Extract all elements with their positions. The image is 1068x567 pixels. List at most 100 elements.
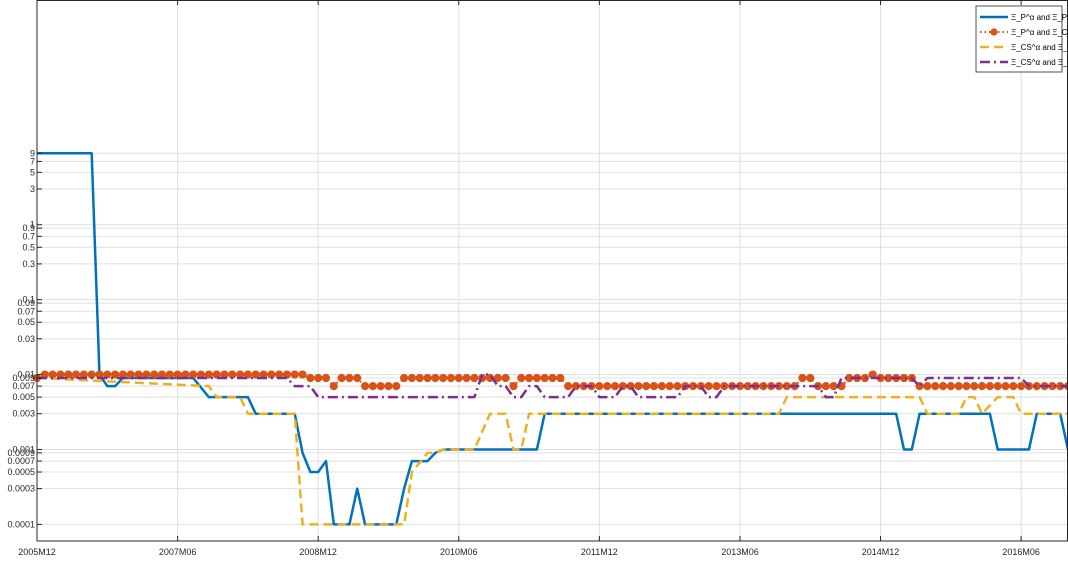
series-2-marker	[329, 382, 338, 391]
legend-entry-1: Ξ_P^α and Ξ_P^β	[1011, 13, 1068, 22]
series-2-marker	[64, 370, 73, 379]
y-tick-label: 0.5	[22, 242, 35, 252]
y-tick-label: 0.07	[17, 306, 35, 316]
series-2-marker	[462, 373, 471, 383]
x-tick-label: 2005M12	[18, 547, 56, 557]
series-2-marker	[798, 373, 807, 383]
series-2-marker	[368, 382, 377, 391]
series-layer	[32, 152, 1068, 526]
y-tick-label: 0.005	[12, 392, 35, 402]
legend-entry-4: Ξ_CS^α and Ξ_CS^β	[1011, 58, 1068, 67]
series-2-marker	[673, 382, 682, 391]
series-2-marker	[946, 382, 955, 391]
series-2-marker	[71, 370, 81, 379]
y-tick-label: 0.0001	[7, 519, 35, 529]
series-2-marker	[829, 382, 838, 391]
series-2-marker	[321, 373, 331, 383]
series-2-marker	[634, 382, 643, 391]
series-2-marker	[212, 370, 221, 379]
series-2-marker	[509, 382, 518, 391]
y-tick-label: 0.7	[22, 231, 35, 241]
series-2-marker	[384, 382, 393, 391]
series-2-marker	[1017, 382, 1026, 391]
y-tick-label: 0.0003	[7, 484, 35, 494]
series-2-marker	[923, 382, 932, 391]
legend-marker	[990, 28, 998, 36]
x-tick-label: 2014M12	[862, 547, 900, 557]
series-2-marker	[103, 370, 112, 379]
series-2-marker	[970, 382, 979, 391]
series-2-marker	[556, 373, 565, 383]
y-tick-label: 9	[30, 148, 35, 158]
y-tick-label: 0.0007	[7, 456, 35, 466]
series-2-marker	[977, 382, 987, 391]
series-2-marker	[517, 373, 526, 383]
y-tick-label: 0.007	[12, 381, 35, 391]
series-2-marker	[501, 373, 510, 383]
y-tick-label: 0.3	[22, 259, 35, 269]
series-2-marker	[353, 373, 362, 383]
y-tick-label: 0.03	[17, 334, 35, 344]
legend-entry-3: Ξ_CS^α and Ξ_P^β	[1011, 43, 1068, 52]
series-2-marker	[649, 382, 659, 391]
series-2-marker	[290, 370, 299, 379]
series-2-marker	[548, 373, 557, 383]
series-2-marker	[415, 373, 424, 383]
series-line-4	[37, 373, 1068, 399]
y-tick-label: 0.009	[12, 373, 35, 383]
series-2-marker	[524, 373, 534, 383]
series-2-marker	[446, 373, 456, 383]
series-2-marker	[595, 382, 604, 391]
series-2-marker	[938, 382, 948, 391]
x-tick-label: 2011M12	[581, 547, 618, 557]
y-tick-label: 0.01	[17, 370, 35, 380]
series-2-marker	[1032, 382, 1041, 391]
series-2-marker	[314, 373, 323, 383]
series-2-marker	[610, 382, 620, 391]
series-2-marker	[439, 373, 448, 383]
y-tick-label: 0.1	[22, 295, 35, 305]
x-tick-label: 2008M12	[299, 547, 337, 557]
x-tick-label: 2013M06	[721, 547, 759, 557]
y-tick-label: 1	[30, 220, 35, 230]
series-2-marker	[454, 373, 463, 383]
series-2-marker	[712, 382, 721, 391]
series-2-marker	[657, 382, 666, 391]
y-tick-label: 0.001	[12, 444, 35, 454]
series-2-marker	[306, 373, 315, 383]
series-2-marker	[642, 382, 651, 391]
series-2-marker	[423, 373, 432, 383]
series-2-marker	[360, 382, 370, 391]
y-tick-label: 0.9	[22, 223, 35, 233]
grid-layer	[36, 0, 1068, 541]
series-2-marker	[337, 373, 346, 383]
series-2-marker	[407, 373, 417, 383]
series-2-marker	[251, 370, 260, 379]
series-2-marker	[821, 382, 830, 391]
x-tick-label: 2010M06	[440, 547, 478, 557]
series-2-marker	[806, 373, 815, 383]
y-tick-label: 0.0005	[7, 467, 35, 477]
series-2-marker	[704, 382, 713, 391]
series-2-marker	[931, 382, 940, 391]
series-2-marker	[243, 370, 252, 379]
series-2-marker	[1001, 382, 1010, 391]
series-2-marker	[392, 382, 401, 391]
series-line-3	[36, 376, 1068, 526]
series-2-marker	[431, 373, 440, 383]
series-2-marker	[298, 370, 307, 379]
series-2-marker	[571, 382, 581, 391]
series-2-marker	[665, 382, 674, 391]
x-tick-label: 2007M06	[159, 547, 197, 557]
series-2-marker	[376, 382, 385, 391]
series-2-marker	[470, 373, 479, 383]
series-2-marker	[165, 370, 174, 379]
series-2-marker	[962, 382, 971, 391]
y-tick-label: 7	[30, 156, 35, 166]
series-2-marker	[954, 382, 963, 391]
series-2-marker	[126, 370, 135, 379]
series-2-marker	[993, 382, 1002, 391]
